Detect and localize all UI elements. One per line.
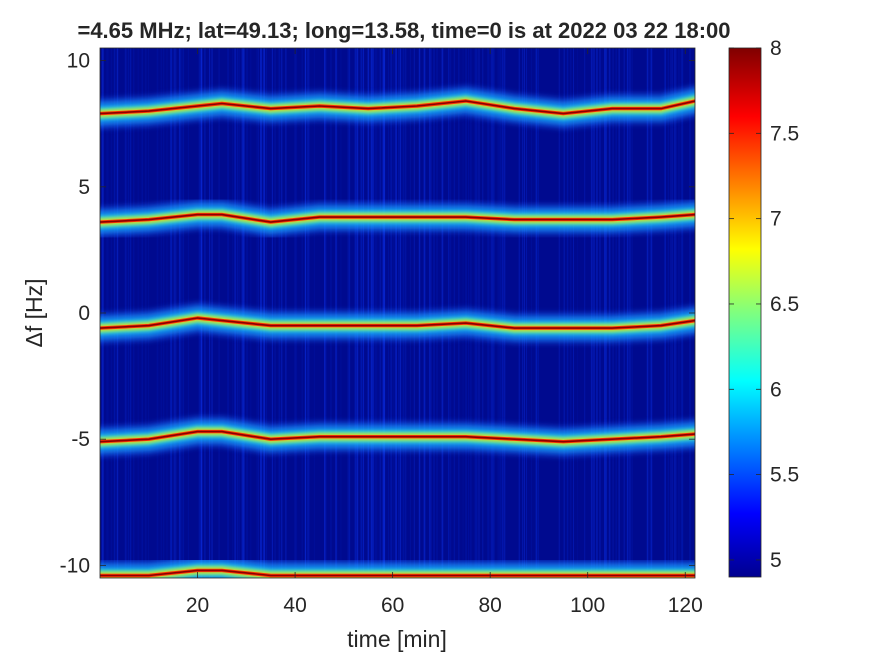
x-tick-label: 80	[478, 594, 501, 617]
colorbar-tick-label: 7	[770, 208, 782, 231]
y-tick-label: -5	[71, 428, 90, 451]
colorbar-ticks: 8 7.5 7 6.5 6 5.5 5	[729, 37, 799, 572]
colorbar-gradient	[728, 47, 762, 578]
y-tick-label: 0	[78, 302, 90, 325]
y-axis: 10 5 0 -5 -10	[60, 50, 695, 577]
signal-trace-4	[100, 555, 695, 578]
x-tick-label: 40	[283, 594, 306, 617]
signal-traces	[100, 86, 695, 578]
signal-trace-0	[100, 86, 695, 129]
signal-trace-1	[100, 199, 695, 238]
colorbar-tick-label: 5	[770, 549, 782, 572]
x-tick-label: 20	[186, 594, 209, 617]
trace-layer	[100, 100, 695, 115]
colorbar-tick-label: 6.5	[770, 293, 799, 316]
trace-layer	[100, 317, 695, 329]
x-axis: 20 40 60 80 100 120	[186, 48, 703, 617]
colorbar-tick-label: 7.5	[770, 122, 799, 145]
signal-trace-3	[100, 416, 695, 457]
colorbar-tick-label: 8	[770, 37, 782, 60]
colorbar-tick-label: 5.5	[770, 464, 799, 487]
colorbar-tick-label: 6	[770, 378, 782, 401]
y-tick-label: 10	[67, 50, 90, 73]
y-axis-label: Δf [Hz]	[21, 278, 47, 347]
chart-title: =4.65 MHz; lat=49.13; long=13.58, time=0…	[77, 18, 730, 43]
signal-trace-2	[100, 303, 695, 344]
x-axis-label: time [min]	[347, 626, 447, 652]
plot-area	[99, 47, 696, 579]
trace-layer	[100, 430, 695, 443]
colorbar: 8 7.5 7 6.5 6 5.5 5	[728, 37, 799, 578]
y-tick-label: -10	[60, 554, 90, 577]
x-tick-label: 120	[668, 594, 703, 617]
x-tick-label: 60	[381, 594, 404, 617]
y-tick-label: 5	[78, 176, 90, 199]
trace-layer	[100, 213, 695, 223]
x-tick-label: 100	[570, 594, 605, 617]
